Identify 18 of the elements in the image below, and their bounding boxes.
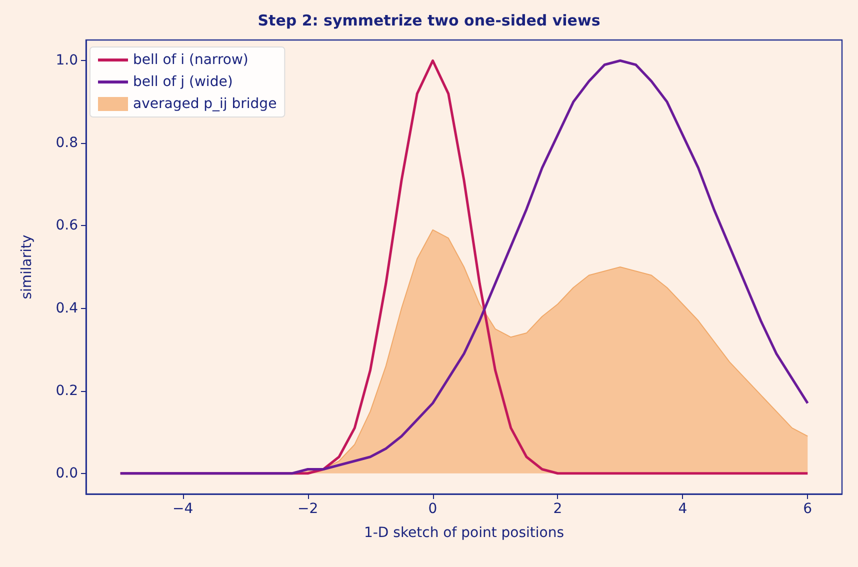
legend-label: averaged p_ij bridge <box>133 96 277 112</box>
y-tick-label: 1.0 <box>56 52 78 69</box>
y-tick-label: 0.8 <box>56 135 78 152</box>
chart-title: Step 2: symmetrize two one-sided views <box>258 12 600 30</box>
x-tick-label: 6 <box>803 501 812 517</box>
legend-label: bell of j (wide) <box>133 74 233 90</box>
x-axis-title: 1-D sketch of point positions <box>364 525 564 541</box>
y-tick-label: 0.0 <box>56 465 78 482</box>
x-tick-label: −4 <box>172 501 194 517</box>
x-tick-label: 2 <box>553 501 562 517</box>
y-axis-title: similarity <box>19 234 35 300</box>
x-tick-label: 0 <box>428 501 438 517</box>
y-tick-label: 0.2 <box>56 382 78 399</box>
legend-label: bell of i (narrow) <box>133 52 248 68</box>
y-tick-label: 0.4 <box>56 300 78 316</box>
x-tick-label: −2 <box>297 501 318 517</box>
x-tick-label: 4 <box>678 501 688 517</box>
y-tick-label: 0.6 <box>56 218 78 234</box>
